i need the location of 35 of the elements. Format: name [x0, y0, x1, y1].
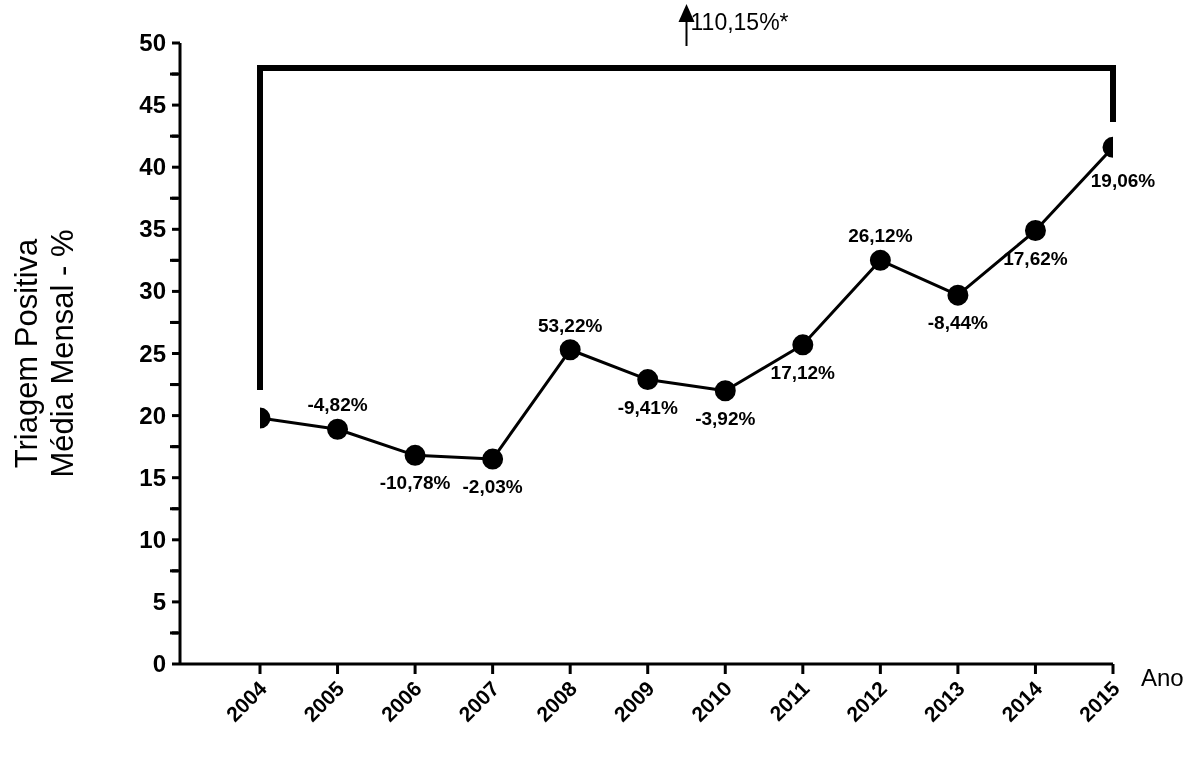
y-tick-label: 20 [139, 401, 166, 429]
annotation: 19,06% [1090, 170, 1156, 192]
annotation: -2,03% [462, 476, 523, 498]
point [869, 249, 891, 271]
annotation: 53,22% [537, 314, 603, 336]
y-tick-label: 0 [152, 650, 166, 677]
annotation: -3,92% [695, 407, 756, 429]
point [327, 418, 349, 440]
y-tick-label: 50 [139, 29, 166, 56]
y-tick-label: 15 [139, 463, 166, 491]
y-axis-title: Triagem Positiva Média Mensal - % [9, 229, 80, 478]
point [792, 334, 814, 356]
point [637, 369, 659, 391]
point [714, 380, 736, 402]
annotation: 26,12% [848, 225, 913, 247]
annotation: -8,44% [927, 312, 989, 334]
point [404, 444, 426, 466]
annotation: 17,12% [770, 361, 836, 383]
annotation: 17,62% [1003, 247, 1068, 269]
x-axis-title: Ano [1141, 664, 1184, 691]
point [1024, 220, 1046, 242]
y-tick-label: 35 [139, 215, 166, 243]
y-tick-label: 25 [139, 339, 166, 367]
annotation: -4,82% [307, 394, 368, 416]
annotation: -9,41% [617, 396, 678, 418]
y-tick-label: 45 [139, 91, 166, 119]
point [947, 284, 969, 306]
y-tick-label: 40 [139, 153, 166, 181]
annotation: -10,78% [379, 472, 451, 494]
point [559, 339, 581, 361]
y-tick-label: 10 [139, 525, 166, 553]
text: 110,15%* [690, 9, 789, 35]
point [482, 448, 504, 470]
y-tick-label: 30 [139, 277, 166, 305]
y-tick-label: 5 [152, 587, 166, 615]
